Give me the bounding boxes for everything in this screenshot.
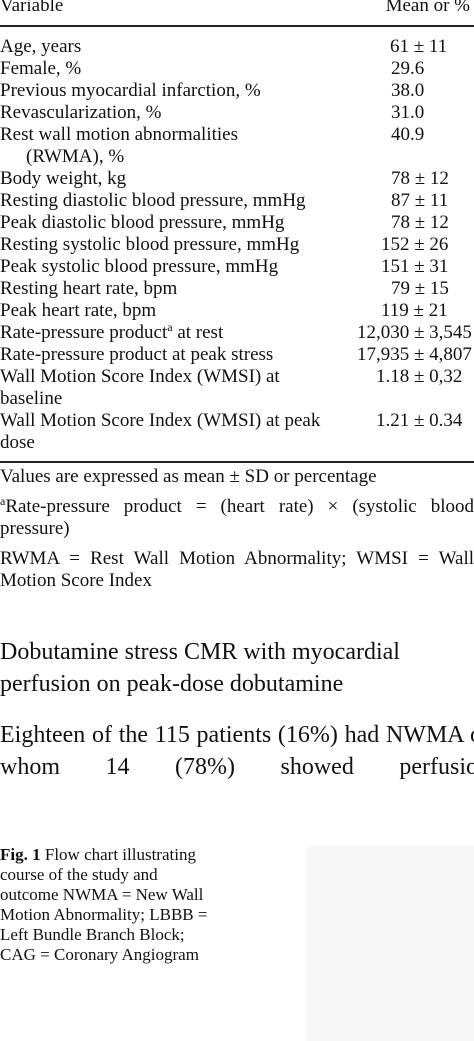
table-row: Wall Motion Score Index (WMSI) at baseli… [0,366,474,410]
row-label: Resting heart rate, bpm [0,278,178,299]
row-value: 1.21 ± 0.34 [376,410,463,431]
table-header: Variable Mean or % [0,0,474,19]
figure-label: Fig. 1 [0,845,41,864]
row-label: Revascularization, % [0,102,162,123]
table-notes: Values are expressed as mean ± SD or per… [0,466,474,600]
row-value: 151 ± 31 [381,256,449,277]
row-value: 12,030 ± 3,545 [357,322,472,343]
body-paragraph: Eighteen of the 115 patients (16%) had N… [0,722,474,780]
row-value: 78 ± 12 [391,168,449,189]
row-label: Resting systolic blood pressure, mmHg [0,234,300,255]
row-value: 61 ± 11 [390,36,448,57]
row-value: 119 ± 21 [381,300,448,321]
table-row: Rate-pressure producta at rest 12,030 ± … [0,320,474,344]
table-row: Peak diastolic blood pressure, mmHg 78 ±… [0,212,474,234]
header-mean: Mean or % [385,0,470,16]
figure-image-area [306,846,474,1041]
values-note: Values are expressed as mean ± SD or per… [0,466,377,487]
row-label: Rate-pressure producta at rest [0,320,350,344]
footnote-marker: a [167,320,173,334]
table-row: Peak heart rate, bpm 119 ± 21 [0,300,474,322]
row-value: 29.6 [391,58,425,79]
row-value: 17,935 ± 4,807 [357,344,472,365]
row-label: Rate-pressure product at peak stress [0,344,274,365]
row-value: 87 ± 11 [391,190,449,211]
table-row: Age, years 61 ± 11 [0,36,474,58]
row-label: Body weight, kg [0,168,127,189]
figure-caption-text: Flow chart illustrating course of the st… [0,845,208,964]
header-variable: Variable [0,0,64,16]
footnote: aRate-pressure product = (heart rate) × … [0,494,474,540]
row-label-line: Rest wall motion abnormalities [0,124,238,145]
table-bottom-rule [0,461,474,463]
table-row: Revascularization, % 31.0 [0,102,474,124]
abbreviations: RWMA = Rest Wall Motion Abnormality; WMS… [0,548,474,591]
row-label: Peak heart rate, bpm [0,300,157,321]
row-value: 40.9 [391,124,425,145]
footnote-text: Rate-pressure product = (heart rate) × (… [0,496,474,539]
row-label: Wall Motion Score Index (WMSI) at peak d… [0,410,321,453]
table-row: Resting systolic blood pressure, mmHg 15… [0,234,474,256]
table-row: Body weight, kg 78 ± 12 [0,168,474,190]
row-value: 31.0 [391,102,425,123]
footnote-mark: a [0,494,6,508]
table-row: Peak systolic blood pressure, mmHg 151 ±… [0,256,474,278]
row-label-text: Rate-pressure product [0,322,168,343]
row-label: Peak systolic blood pressure, mmHg [0,256,279,277]
table-row: Resting diastolic blood pressure, mmHg 8… [0,190,474,212]
row-value: 1.18 ± 0,32 [376,366,463,387]
row-value: 152 ± 26 [381,234,449,255]
row-label-tail: at rest [172,322,224,343]
table-row: Resting heart rate, bpm 79 ± 15 [0,278,474,300]
table-row: Rest wall motion abnormalities (RWMA), %… [0,124,474,168]
figure-caption: Fig. 1 Flow chart illustrating course of… [0,845,210,965]
row-label: Wall Motion Score Index (WMSI) at baseli… [0,366,280,409]
row-label: Rest wall motion abnormalities (RWMA), % [0,124,350,168]
table-row: Wall Motion Score Index (WMSI) at peak d… [0,410,474,454]
table-row: Rate-pressure product at peak stress 17,… [0,344,474,366]
table-row: Female, % 29.6 [0,58,474,80]
row-value: 78 ± 12 [391,212,449,233]
row-value: 38.0 [391,80,425,101]
row-value: 79 ± 15 [391,278,449,299]
row-label: Resting diastolic blood pressure, mmHg [0,190,306,211]
row-label: Peak diastolic blood pressure, mmHg [0,212,285,233]
table-header-rule [0,25,474,27]
table-body: Age, years 61 ± 11 Female, % 29.6 Previo… [0,36,474,454]
row-label-continued: (RWMA), % [26,146,125,167]
section-heading: Dobutamine stress CMR with myocardial pe… [0,639,400,697]
row-label: Age, years [0,36,82,57]
row-label: Female, % [0,58,82,79]
row-label: Previous myocardial infarction, % [0,80,261,101]
table-row: Previous myocardial infarction, % 38.0 [0,80,474,102]
